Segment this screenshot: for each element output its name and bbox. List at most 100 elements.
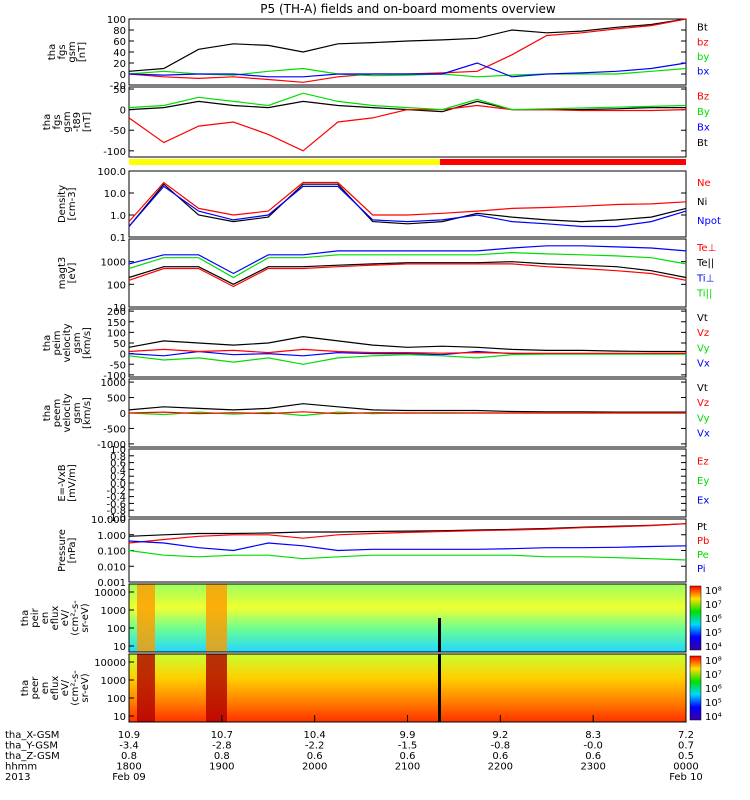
series-vz xyxy=(128,411,686,415)
y-tick-label: -20 xyxy=(110,81,126,92)
y-axis-label: sr-eV) xyxy=(80,673,91,702)
x-row-label: tha_X-GSM xyxy=(5,730,59,741)
y-tick-label: 0 xyxy=(120,106,126,117)
series-ti xyxy=(128,245,687,275)
y-axis-label: fgs xyxy=(52,114,63,129)
y-tick-label: 100 xyxy=(107,328,126,339)
y-axis-label: (cm²-s- xyxy=(70,670,81,706)
y-axis-label: velocity xyxy=(62,393,73,432)
y-axis-label: Pressure xyxy=(57,529,68,572)
x-row-value: -0.0 xyxy=(583,741,603,752)
x-row-value: 10.7 xyxy=(211,730,233,741)
dense-interval xyxy=(206,654,227,722)
x-row-value: 2300 xyxy=(580,762,605,773)
x-row-value: 10.9 xyxy=(118,730,140,741)
spectrogram-peir: 10000 1000 100 10 tha peir en eflux eV/(cm²-s-sr… xyxy=(20,583,722,653)
y-axis-label: tha xyxy=(42,114,53,130)
series-vt xyxy=(128,335,686,353)
legend-entry: Vt xyxy=(697,313,708,324)
y-tick-label: 100 xyxy=(107,15,126,26)
panel-frame xyxy=(128,308,687,378)
x-row-value: 1800 xyxy=(116,762,141,773)
y-axis-label: velocity xyxy=(62,323,73,362)
y-tick-label: 10 xyxy=(113,642,126,653)
y-axis-label: [nT] xyxy=(77,42,88,62)
series-ni xyxy=(128,183,687,227)
y-tick-label: 100.0 xyxy=(97,167,126,178)
legend-entry: Vx xyxy=(697,358,710,369)
y-axis-label: [nPa] xyxy=(67,537,78,563)
y-tick-label: 10.000 xyxy=(91,515,126,526)
y-axis-label: [mV/m] xyxy=(67,464,78,502)
x-row-value: 0.8 xyxy=(214,751,230,762)
y-axis-label: tha xyxy=(42,405,53,421)
legend-entry: By xyxy=(697,107,710,118)
panel-frame xyxy=(128,238,687,308)
legend-entry: Vy xyxy=(697,343,710,354)
x-row-label: 2013 xyxy=(5,772,30,783)
y-axis-label: tha xyxy=(20,610,31,626)
legend-entry: by xyxy=(697,52,709,63)
y-tick-label: 10.0 xyxy=(104,189,126,200)
y-axis-label: -t89 xyxy=(72,112,83,132)
x-row-value: 0.8 xyxy=(121,751,137,762)
colorbar-tick-label: 10⁴ xyxy=(705,712,722,723)
legend-entry: Vy xyxy=(697,413,710,424)
y-tick-label: -100 xyxy=(103,371,126,382)
y-axis-label: peer xyxy=(30,676,41,700)
y-tick-label: 50 xyxy=(113,85,126,96)
x-row-value: 0.7 xyxy=(678,741,694,752)
y-tick-label: -0.4 xyxy=(106,493,126,504)
panel-fgs_t89: 50 0 -50 -100 tha fgs gsm -t89 [nT] Bz By Bx Bt xyxy=(42,85,710,158)
series-ne xyxy=(128,181,687,222)
legend-entry: Te|| xyxy=(696,258,714,269)
x-row-value: -1.5 xyxy=(398,741,418,752)
y-axis-label: tha xyxy=(42,335,53,351)
y-tick-label: -1.0 xyxy=(106,513,126,524)
legend-entry: Ti⊥ xyxy=(696,273,714,284)
y-tick-label: 0.8 xyxy=(110,452,126,463)
y-tick-label: 500 xyxy=(107,394,126,405)
x-row-value: 0.6 xyxy=(307,751,323,762)
y-tick-label: 10 xyxy=(113,712,126,723)
y-tick-label: 0.100 xyxy=(97,547,126,558)
panel-frame xyxy=(128,86,687,158)
x-row-label: hhmm xyxy=(5,762,37,773)
legend-entry: Pi xyxy=(697,564,706,575)
colorbar-tick-label: 10⁸ xyxy=(705,586,722,597)
series-ti xyxy=(128,251,687,279)
series-by xyxy=(128,67,687,78)
legend-entry: Ti|| xyxy=(696,288,712,299)
y-tick-label: 150 xyxy=(107,318,126,329)
y-axis-label: sr-eV) xyxy=(80,603,91,632)
x-row-value: 0.6 xyxy=(492,751,508,762)
y-tick-label: -0.2 xyxy=(106,486,126,497)
y-tick-label: 0 xyxy=(120,350,126,361)
y-axis-label: gsm xyxy=(72,402,83,423)
legend-entry: bz xyxy=(697,37,709,48)
x-row-label: tha_Y-GSM xyxy=(5,741,58,752)
x-row-value: 10.4 xyxy=(304,730,326,741)
x-row-value: 2100 xyxy=(395,762,420,773)
x-row-value: 0000 xyxy=(673,762,698,773)
dense-interval xyxy=(137,654,155,722)
x-row-value: 7.2 xyxy=(678,730,694,741)
figure-title: P5 (TH-A) fields and on-board moments ov… xyxy=(260,2,556,16)
y-tick-label: 0.0 xyxy=(110,479,126,490)
series-te xyxy=(128,261,687,285)
status-bar-yellow xyxy=(129,159,440,165)
legend-entry: Pe xyxy=(697,550,709,561)
y-axis-label: en xyxy=(40,612,51,625)
y-axis-label: (cm²-s- xyxy=(70,600,81,636)
x-row-value: 0.6 xyxy=(585,751,601,762)
y-tick-label: 40 xyxy=(113,48,126,59)
legend-entry: Bt xyxy=(697,138,708,149)
y-tick-label: -0.8 xyxy=(106,506,126,517)
colorbar-tick-label: 10⁶ xyxy=(705,684,722,695)
y-axis-label: [eV] xyxy=(67,263,78,284)
dense-interval xyxy=(137,584,155,652)
y-tick-label: 200 xyxy=(107,307,126,318)
y-axis-label: [nT] xyxy=(82,112,93,132)
colorbar-tick-label: 10⁵ xyxy=(705,628,722,639)
